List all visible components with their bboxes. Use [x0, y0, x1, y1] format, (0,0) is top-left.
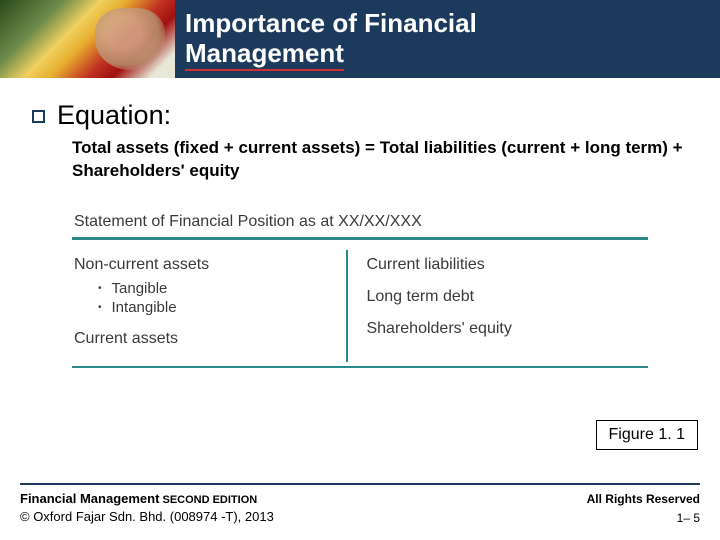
- bullet-row: Equation:: [32, 100, 688, 131]
- footer-left: Financial Management SECOND EDITION © Ox…: [20, 490, 274, 527]
- divider-bottom: [72, 366, 648, 368]
- slide-title: Importance of Financial Management: [175, 9, 477, 69]
- footer-book-title: Financial Management: [20, 491, 159, 506]
- statement-title: Statement of Financial Position as at XX…: [72, 213, 648, 231]
- title-bar: Importance of Financial Management: [0, 0, 720, 78]
- right-item-longterm: Long term debt: [366, 288, 648, 306]
- divider-top: [72, 237, 648, 240]
- left-sub-tangible: Tangible: [98, 280, 336, 297]
- footer-rights: All Rights Reserved: [587, 490, 700, 509]
- statement-body: Non-current assets Tangible Intangible C…: [72, 250, 648, 362]
- title-line-2: Management: [185, 39, 477, 69]
- content-area: Equation: Total assets (fixed + current …: [0, 78, 720, 368]
- right-item-current-liab: Current liabilities: [366, 256, 648, 274]
- title-line-1: Importance of Financial: [185, 9, 477, 39]
- equation-text: Total assets (fixed + current assets) = …: [72, 137, 688, 183]
- footer-page: 1– 5: [587, 509, 700, 528]
- footer: Financial Management SECOND EDITION © Ox…: [0, 483, 720, 540]
- left-sub-intangible: Intangible: [98, 299, 336, 316]
- figure-label: Figure 1. 1: [596, 420, 698, 450]
- statement-right-column: Current liabilities Long term debt Share…: [348, 250, 648, 362]
- equation-label: Equation:: [57, 100, 171, 131]
- bullet-square-icon: [32, 110, 45, 123]
- header-decorative-image: [0, 0, 175, 78]
- footer-divider: [20, 483, 700, 485]
- statement-left-column: Non-current assets Tangible Intangible C…: [72, 250, 348, 362]
- footer-row: Financial Management SECOND EDITION © Ox…: [20, 490, 700, 528]
- statement-block: Statement of Financial Position as at XX…: [72, 213, 648, 368]
- right-item-equity: Shareholders' equity: [366, 320, 648, 338]
- footer-right: All Rights Reserved 1– 5: [587, 490, 700, 528]
- title-underlined: Management: [185, 38, 344, 71]
- footer-edition: SECOND EDITION: [159, 494, 257, 506]
- footer-copyright: © Oxford Fajar Sdn. Bhd. (008974 -T), 20…: [20, 509, 274, 524]
- left-item-noncurrent: Non-current assets: [74, 256, 336, 274]
- left-item-current: Current assets: [74, 330, 336, 348]
